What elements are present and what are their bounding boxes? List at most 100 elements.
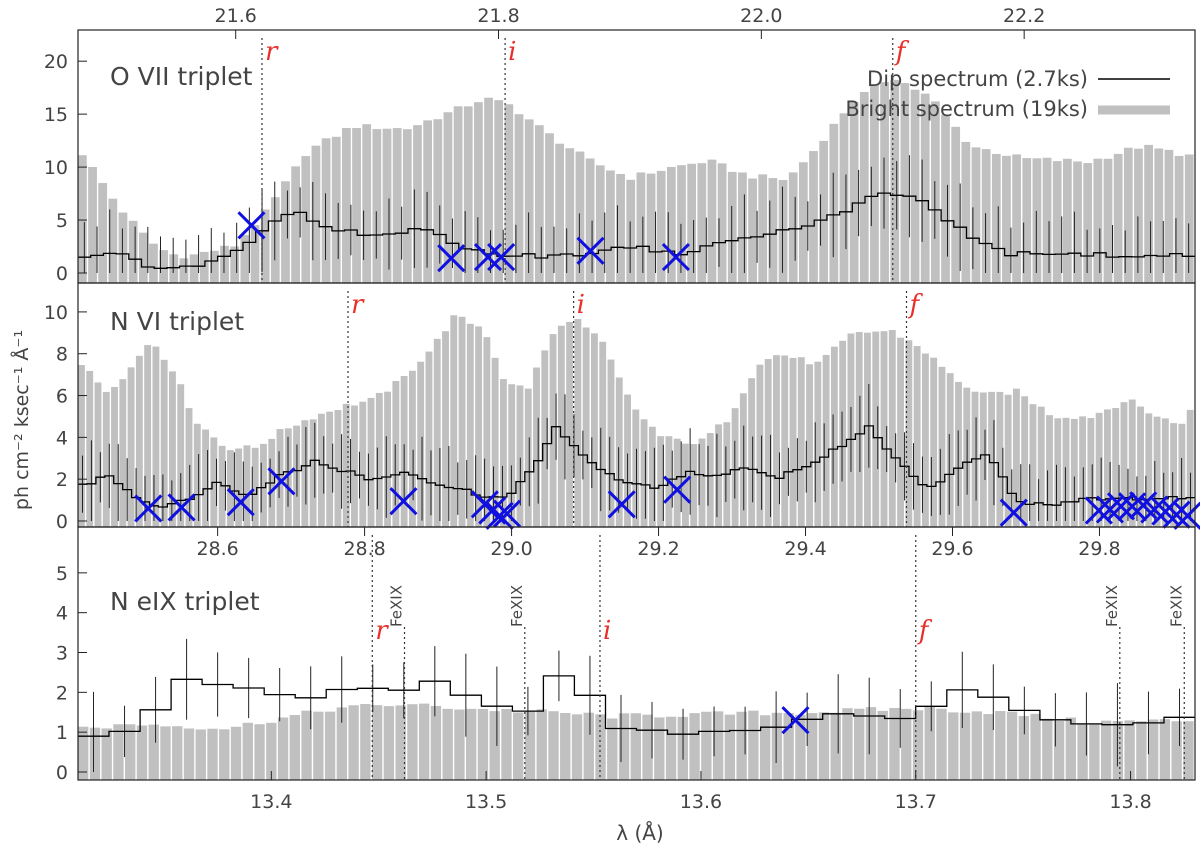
bright-bar — [326, 411, 334, 527]
cross-marker — [473, 243, 503, 272]
bright-bar — [1136, 721, 1147, 780]
panel-title: N VI triplet — [110, 307, 244, 336]
legend-dip-label: Dip spectrum (2.7ks) — [867, 67, 1088, 91]
bright-bar — [607, 718, 618, 780]
bright-bar — [1137, 406, 1144, 527]
bright-bar — [301, 156, 311, 283]
cross-marker — [485, 501, 514, 530]
bright-bar — [1053, 720, 1065, 780]
line-label-r: r — [351, 290, 365, 320]
bright-bar — [159, 250, 168, 283]
bright-bar — [501, 708, 512, 780]
bright-bar — [392, 381, 400, 527]
bright-bar — [971, 711, 982, 780]
bright-bar — [1113, 153, 1123, 283]
bright-bar — [417, 361, 425, 527]
bright-bar — [1089, 724, 1100, 780]
bright-bar — [508, 384, 516, 527]
bright-bar — [795, 714, 806, 780]
bright-bar — [384, 391, 392, 527]
bright-bar — [839, 340, 847, 527]
bright-bar — [108, 198, 118, 283]
y-tick-label: 2 — [56, 469, 68, 491]
bright-bar — [636, 172, 646, 283]
bright-bar — [872, 331, 880, 527]
bright-bar — [372, 129, 382, 283]
bright-bar — [630, 713, 641, 780]
bright-bar — [1161, 418, 1169, 527]
bright-bar — [499, 379, 507, 527]
bright-bar — [648, 426, 656, 527]
bright-bar — [135, 355, 143, 527]
bright-bar — [483, 337, 491, 527]
y-tick-label: 4 — [56, 427, 68, 449]
bright-bar — [454, 709, 465, 780]
bright-bar — [1032, 158, 1042, 283]
bright-bar — [260, 209, 270, 283]
bright-bar — [748, 710, 759, 780]
cross-marker — [781, 706, 810, 735]
line-label-f: f — [908, 290, 924, 320]
bright-bar — [359, 401, 367, 527]
bright-bar — [665, 716, 677, 780]
bright-bar — [1145, 413, 1153, 527]
bright-bar — [657, 436, 665, 527]
cross-marker — [487, 243, 516, 272]
cross-marker — [1173, 501, 1200, 530]
bright-bar — [938, 366, 946, 527]
bright-bar — [1062, 417, 1070, 527]
cross-marker — [999, 498, 1028, 527]
bright-bar — [859, 92, 869, 283]
bright-bar — [362, 124, 372, 283]
bright-bar — [324, 711, 336, 780]
cross-markers — [237, 211, 690, 273]
bright-bar — [334, 410, 342, 527]
bright-bar — [890, 79, 900, 283]
bright-bar — [149, 243, 158, 283]
line-label-i: i — [508, 37, 516, 67]
bright-bar — [453, 106, 463, 283]
bright-bar — [513, 712, 524, 780]
bright-bar — [1046, 415, 1053, 527]
bright-bar — [781, 355, 789, 527]
bright-bar — [291, 166, 300, 283]
bright-bar — [1184, 154, 1194, 283]
bright-bar — [806, 364, 813, 527]
bright-bar — [348, 705, 359, 780]
bright-bar — [590, 333, 598, 527]
dip-spectrum-line — [78, 425, 1195, 508]
bright-bar — [220, 245, 229, 283]
cross-marker — [1084, 496, 1113, 525]
bright-bar — [119, 379, 127, 527]
bright-bar — [585, 158, 595, 283]
bright-bar — [524, 710, 536, 780]
bright-bar — [514, 114, 524, 283]
bright-bar — [595, 165, 605, 283]
bright-bar — [443, 112, 453, 283]
bright-bar — [160, 359, 168, 527]
bright-bar — [534, 125, 544, 283]
bright-bar — [560, 712, 571, 780]
bright-bar — [738, 172, 747, 283]
bright-bar — [172, 726, 183, 780]
bright-bar — [855, 332, 863, 527]
bright-bar — [270, 197, 280, 283]
cross-marker — [267, 467, 296, 496]
bright-bar — [995, 711, 1006, 780]
bright-bar — [706, 433, 714, 527]
y-tick-label: 20 — [44, 51, 68, 73]
bright-bar — [243, 445, 251, 527]
bright-bar — [1070, 418, 1078, 527]
bright-bar — [1144, 144, 1153, 283]
bright-bar — [1022, 158, 1032, 283]
bright-bar — [910, 89, 920, 283]
bright-spectrum — [78, 703, 1194, 780]
panel-content — [78, 291, 1195, 527]
bright-bar — [524, 388, 532, 527]
x-tick-top-label: 21.6 — [215, 5, 257, 27]
bright-bar — [94, 382, 102, 527]
x-tick-bottom-label: 13.6 — [680, 791, 722, 813]
y-tick-label: 10 — [44, 302, 68, 324]
bright-bar — [413, 125, 422, 283]
bright-bar — [230, 726, 242, 780]
